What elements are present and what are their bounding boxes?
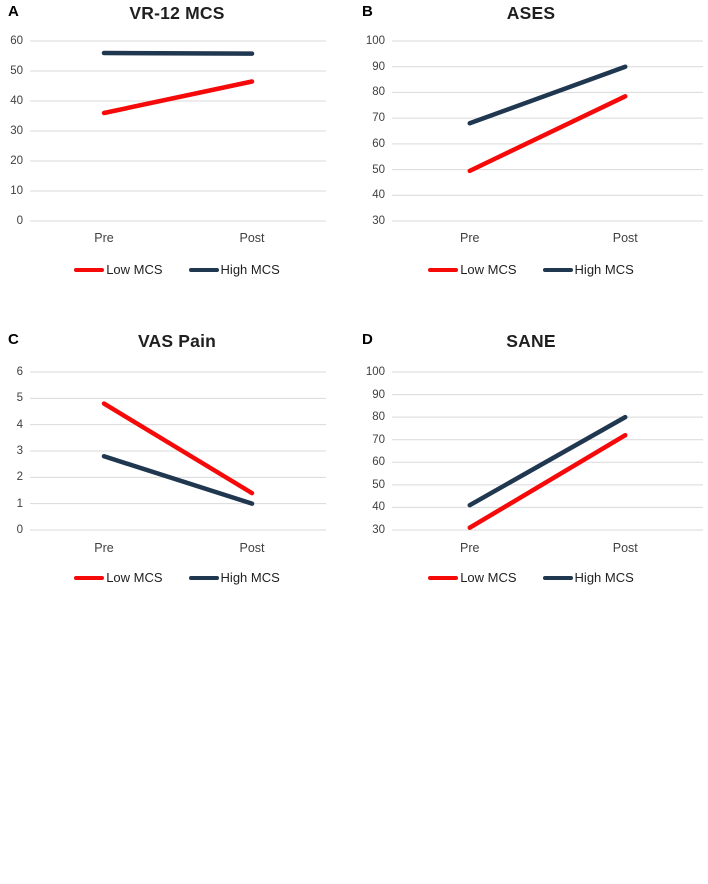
y-axis-tick-label: 5 (16, 392, 23, 405)
legend-line-swatch (74, 267, 105, 272)
legend-item-high-mcs: High MCS (542, 262, 634, 277)
chart-title-vas-pain: VAS Pain (137, 331, 217, 351)
legend-label: High MCS (574, 262, 634, 277)
panel-ases: B ASES 30 40 50 60 70 80 90 100 Pre Post Low MCS Hi… (354, 0, 708, 295)
legend-line-swatch (542, 575, 573, 580)
series-line-high-mcs (467, 64, 628, 126)
series-line-high-mcs (101, 454, 255, 506)
plot-area-c (30, 371, 326, 531)
y-axis-tick-label: 100 (365, 35, 385, 47)
legend-label: High MCS (220, 570, 280, 585)
y-axis-tick-label: 80 (372, 411, 385, 424)
y-axis-tick-label: 40 (10, 95, 23, 107)
x-axis-label-post: Post (612, 541, 638, 555)
panel-letter-d: D (362, 331, 374, 348)
y-axis-tick-label: 20 (10, 155, 23, 167)
legend-item-high-mcs: High MCS (188, 262, 280, 277)
chart-title-ases: ASES (506, 3, 556, 23)
y-axis-tick-label: 30 (372, 215, 385, 227)
chart-title-sane: SANE (506, 331, 556, 351)
legend-line-swatch (188, 575, 219, 580)
x-axis-label-pre: Pre (94, 231, 114, 245)
x-axis-label-post: Post (612, 231, 638, 245)
plot-area-a (30, 40, 326, 222)
legend-item-low-mcs: Low MCS (74, 570, 163, 585)
series-line-high-mcs (467, 414, 628, 508)
x-axis-label-pre: Pre (94, 541, 114, 555)
series-line-high-mcs (101, 50, 255, 56)
panel-letter-a: A (8, 3, 20, 20)
legend-label: Low MCS (106, 570, 163, 585)
legend-item-high-mcs: High MCS (542, 570, 634, 585)
y-axis-tick-label: 1 (16, 497, 23, 510)
panel-vr12-mcs: A VR-12 MCS 0 10 20 30 40 50 60 Pre Post Low MCS H… (0, 0, 354, 295)
legend-item-low-mcs: Low MCS (74, 262, 163, 277)
x-axis-label-post: Post (239, 231, 265, 245)
y-axis-tick-label: 40 (372, 189, 385, 202)
y-axis-tick-label: 80 (372, 86, 385, 99)
y-axis-tick-label: 2 (16, 471, 23, 484)
legend-item-low-mcs: Low MCS (428, 262, 517, 277)
legend-line-swatch (542, 267, 573, 272)
x-axis-label-pre: Pre (460, 231, 480, 245)
panel-letter-b: B (362, 3, 374, 20)
legend-line-swatch (74, 575, 105, 580)
y-axis-tick-label: 4 (16, 418, 23, 431)
four-panel-line-chart-figure: A VR-12 MCS 0 10 20 30 40 50 60 Pre Post Low MCS H… (0, 0, 708, 589)
legend-label: Low MCS (460, 570, 517, 585)
legend-label: High MCS (574, 570, 634, 585)
y-axis-tick-label: 90 (372, 60, 385, 73)
y-axis-tick-label: 50 (372, 163, 385, 176)
legend-label: Low MCS (460, 262, 517, 277)
legend-label: High MCS (220, 262, 280, 277)
plot-area-d (392, 371, 703, 531)
y-axis-tick-label: 60 (372, 456, 385, 469)
legend-line-swatch (188, 267, 219, 272)
legend-item-high-mcs: High MCS (188, 570, 280, 585)
y-axis-tick-label: 60 (10, 35, 23, 47)
legend-item-low-mcs: Low MCS (428, 570, 517, 585)
y-axis-tick-label: 90 (372, 388, 385, 401)
y-axis-tick-label: 50 (372, 478, 385, 491)
y-axis-tick-label: 100 (365, 366, 385, 378)
panel-sane: D SANE 30 40 50 60 70 80 90 100 Pre Post Low MCS Hi… (354, 295, 708, 589)
legend: Low MCS High MCS (0, 262, 354, 277)
legend-line-swatch (428, 267, 459, 272)
series-line-low-mcs (101, 79, 255, 116)
legend-line-swatch (428, 575, 459, 580)
legend: Low MCS High MCS (354, 262, 708, 277)
x-axis-label-pre: Pre (460, 541, 480, 555)
series-line-low-mcs (101, 401, 255, 496)
chart-title-vr12-mcs: VR-12 MCS (129, 3, 225, 23)
y-axis-tick-label: 30 (10, 125, 23, 137)
legend: Low MCS High MCS (0, 570, 354, 585)
y-axis-tick-label: 70 (372, 112, 385, 125)
y-axis-tick-label: 3 (16, 445, 23, 457)
panel-letter-c: C (8, 331, 20, 348)
series-line-low-mcs (467, 94, 628, 174)
y-axis-tick-label: 60 (372, 137, 385, 150)
y-axis-tick-label: 6 (16, 366, 23, 378)
y-axis-tick-label: 30 (372, 524, 385, 536)
y-axis-tick-label: 0 (16, 524, 23, 536)
y-axis-tick-label: 40 (372, 501, 385, 514)
legend-label: Low MCS (106, 262, 163, 277)
panel-vas-pain: C VAS Pain 0 1 2 3 4 5 6 Pre Post Low MCS High MCS (0, 295, 354, 589)
x-axis-label-post: Post (239, 541, 265, 555)
y-axis-tick-label: 10 (10, 185, 23, 197)
legend: Low MCS High MCS (354, 570, 708, 585)
series-line-low-mcs (467, 432, 628, 530)
y-axis-tick-label: 70 (372, 433, 385, 446)
y-axis-tick-label: 0 (16, 215, 23, 227)
plot-area-b (392, 40, 703, 222)
y-axis-tick-label: 50 (10, 65, 23, 77)
